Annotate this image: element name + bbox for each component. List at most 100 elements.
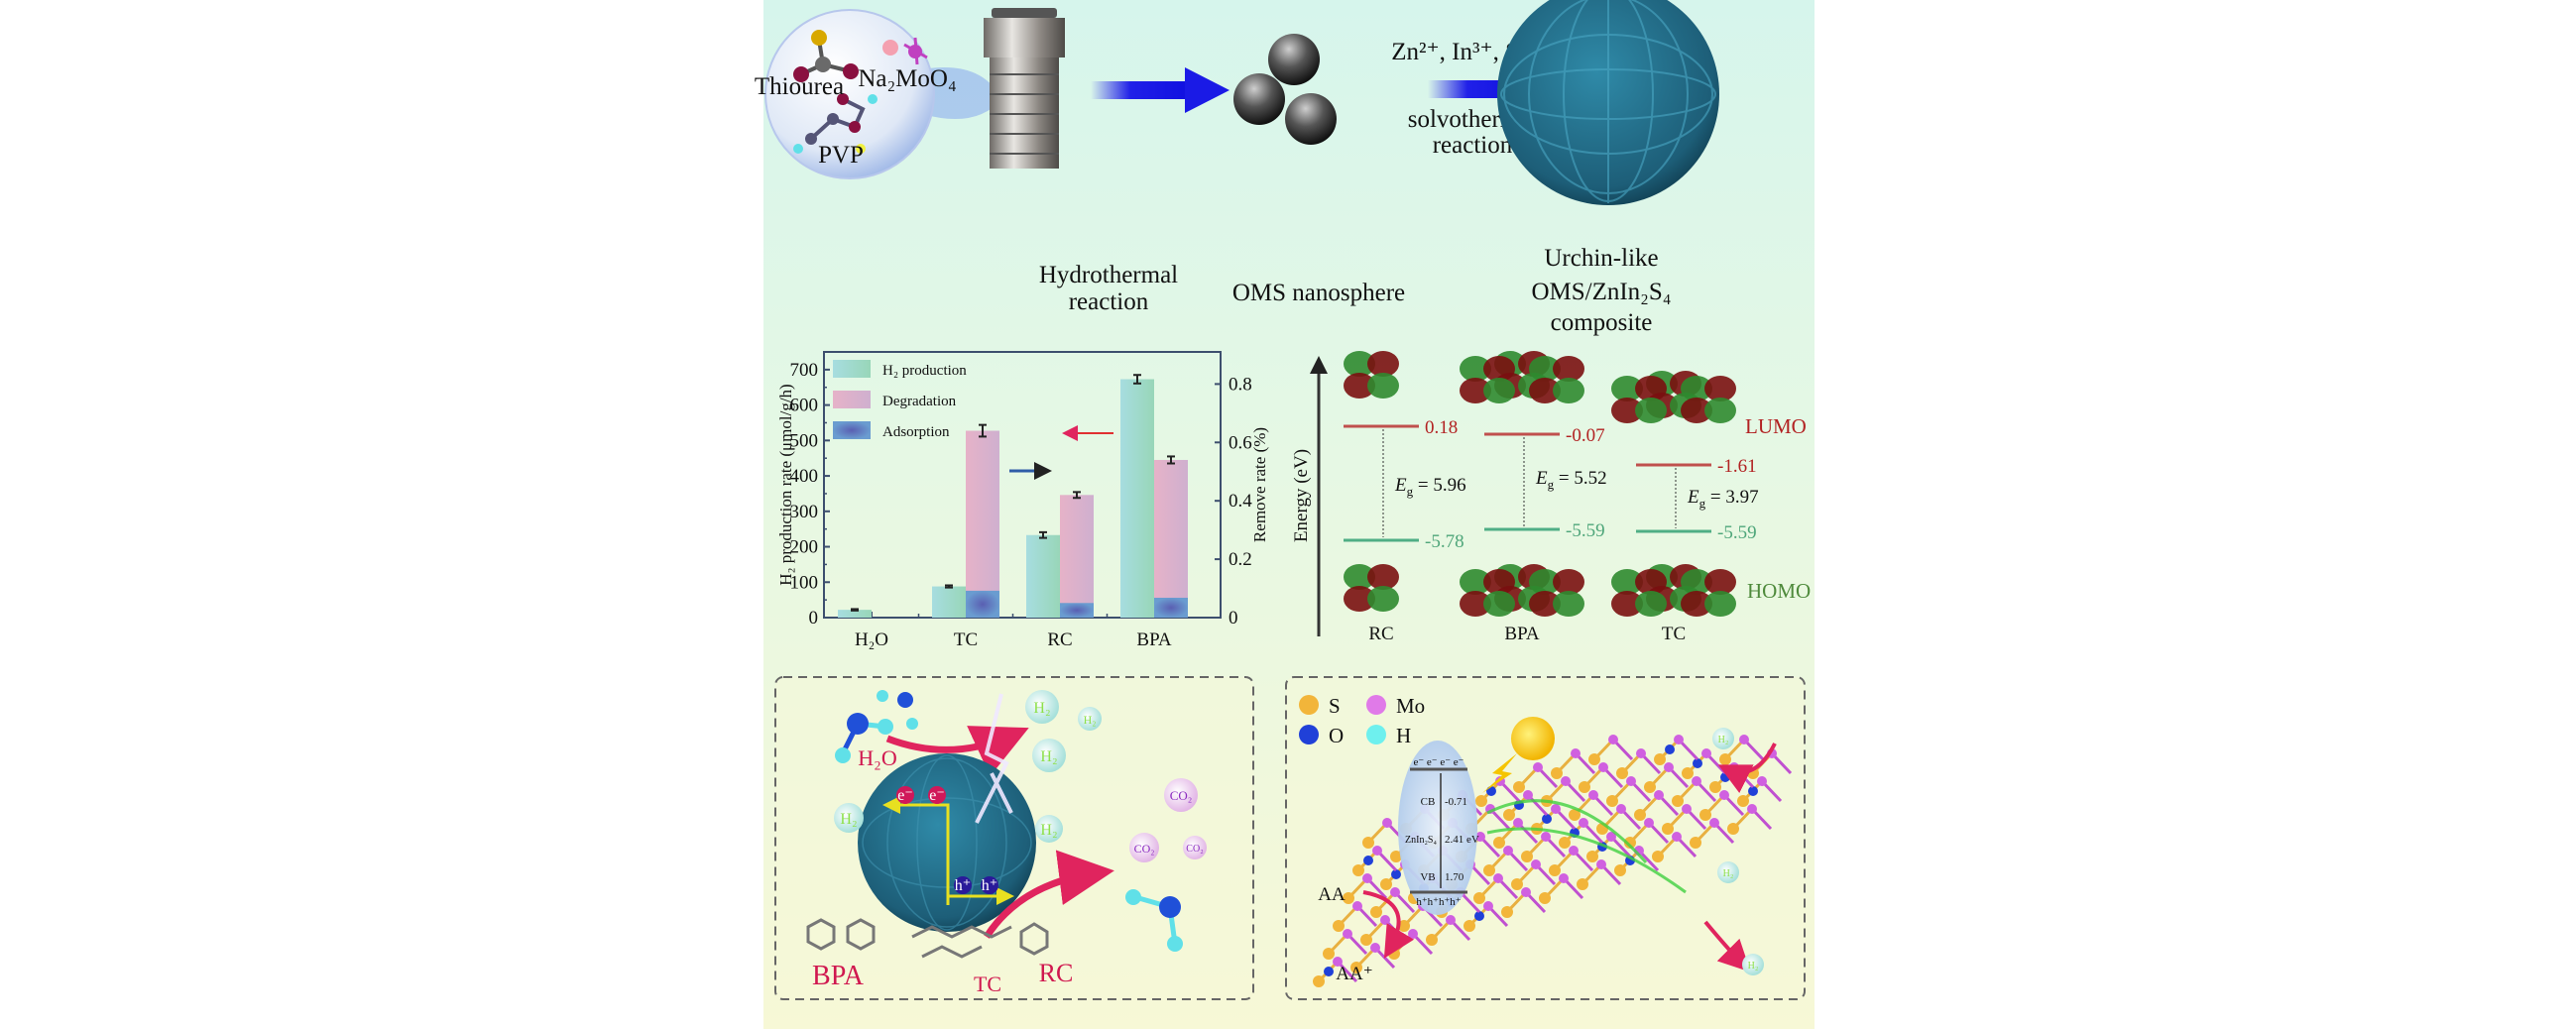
step1-label-line2: reaction xyxy=(1069,288,1149,315)
mo-atom xyxy=(1503,846,1513,856)
s-atom xyxy=(1370,906,1382,918)
homo-label: HOMO xyxy=(1747,579,1811,603)
bar-adsorption xyxy=(1060,603,1094,618)
orbital-lobe xyxy=(1344,586,1375,612)
mo-atom xyxy=(1709,818,1719,828)
y-tick-label: 100 xyxy=(790,572,819,593)
water-molecule-icon xyxy=(835,690,918,763)
orbital-lobe xyxy=(1553,356,1584,382)
y-tick-label: 600 xyxy=(790,396,819,416)
product-label-line2: OMS/ZnIn₂S₄ xyxy=(1531,279,1671,305)
mo-atom xyxy=(1701,748,1711,758)
s-atom xyxy=(1362,837,1374,849)
orbital-lobe xyxy=(1704,398,1736,423)
orbital-lobe xyxy=(1529,378,1561,403)
o-atom xyxy=(1324,967,1334,976)
oxidized-agent-label: AA⁺ xyxy=(1336,964,1372,984)
co2-label: CO₂ xyxy=(1134,842,1155,856)
electron-label: e⁻ xyxy=(929,787,945,804)
x-tick-label: H₂O xyxy=(855,629,888,650)
orbital-lobe xyxy=(1553,378,1584,403)
s-atom xyxy=(1551,767,1563,779)
legend-label: Degradation xyxy=(882,394,957,409)
s-atom xyxy=(1672,795,1684,807)
mo-atom xyxy=(1333,957,1343,967)
mo-atom xyxy=(1390,887,1400,897)
product-label-line3: composite xyxy=(1551,309,1653,336)
y-axis-label: H₂ production rate (μmol/g/h) xyxy=(776,384,795,585)
orbital-lobe xyxy=(1611,591,1643,617)
s-atom xyxy=(1521,851,1533,862)
s-atom xyxy=(1313,975,1325,987)
bar-degradation xyxy=(1060,495,1094,618)
band-gap-label: Eg = 5.96 xyxy=(1394,475,1466,499)
orbital-lobe xyxy=(1367,373,1399,399)
orbital-lobe xyxy=(1344,351,1375,377)
product-label-line1: Urchin-like xyxy=(1544,245,1658,272)
orbital-lobe xyxy=(1704,569,1736,595)
mo-atom xyxy=(1551,804,1561,814)
orbital-lobe xyxy=(1460,356,1491,382)
mo-atom xyxy=(1380,915,1390,925)
h2-label: H₂ xyxy=(1084,713,1097,727)
s-atom xyxy=(1475,795,1487,807)
orbital-lobe xyxy=(1483,591,1515,617)
o-atom xyxy=(1693,758,1702,768)
s-atom xyxy=(1577,878,1588,890)
s-atom xyxy=(1323,948,1335,960)
hole-label: h⁺ xyxy=(982,877,997,894)
atom-legend: S Mo O H xyxy=(1299,694,1425,747)
legend-swatch xyxy=(833,391,871,408)
band-gap-label: Eg = 5.52 xyxy=(1535,468,1607,492)
cb-value: -0.71 xyxy=(1445,796,1467,808)
lumo-value: 0.18 xyxy=(1425,417,1458,438)
bar-h2-production xyxy=(1026,534,1060,618)
lumo-label: LUMO xyxy=(1745,414,1807,438)
h2-label: H₂ xyxy=(840,811,857,828)
legend-swatch xyxy=(833,360,871,378)
sun-icon xyxy=(1511,717,1555,760)
pollutant-label-bpa: BPA xyxy=(812,961,865,991)
orbital-lobe xyxy=(1529,356,1561,382)
s-atom xyxy=(1634,809,1646,821)
orbital-lobe xyxy=(1483,569,1515,595)
o-atom xyxy=(1665,744,1675,754)
mo-atom xyxy=(1531,859,1541,869)
mechanism-right-panel: S Mo O H e⁻ e⁻ e⁻ e⁻ CB -0.71 ZnIn₂S₄ 2.… xyxy=(1285,676,1806,1000)
y-tick-label: 200 xyxy=(790,537,819,558)
orbital-lobe xyxy=(1635,398,1667,423)
y2-tick-label: 0.2 xyxy=(1229,549,1252,570)
energy-axis-label: Energy (eV) xyxy=(1291,449,1312,542)
mo-atom xyxy=(1588,790,1598,800)
y2-tick-label: 0.6 xyxy=(1229,432,1252,453)
charge-transfer-arrow xyxy=(882,796,950,905)
legend-label: Adsorption xyxy=(882,424,950,440)
legend-swatch xyxy=(833,421,871,439)
orbital-lobe xyxy=(1681,376,1712,401)
mo-atom xyxy=(1644,818,1654,828)
mo-atom xyxy=(1541,832,1551,842)
mo-atom xyxy=(1654,790,1664,800)
mo-atom xyxy=(1483,901,1493,911)
s-atom xyxy=(1616,767,1628,779)
pollutant-label-rc: RC xyxy=(1039,959,1074,987)
o-atom xyxy=(1542,814,1552,824)
s-atom xyxy=(1606,795,1618,807)
legend-o: O xyxy=(1329,724,1344,747)
y2-axis-label: Remove rate (%) xyxy=(1250,427,1269,542)
h2-label: H₂ xyxy=(1040,748,1057,765)
mo-atom xyxy=(1608,735,1618,744)
mo-atom xyxy=(1636,748,1646,758)
s-atom xyxy=(1727,823,1739,835)
cb-label: CB xyxy=(1421,796,1436,808)
orbital-lobe xyxy=(1460,569,1491,595)
mo-atom xyxy=(1523,790,1533,800)
orbital-lobe xyxy=(1367,351,1399,377)
lumo-value: -1.61 xyxy=(1717,456,1757,477)
vb-value: 1.70 xyxy=(1445,871,1464,883)
s-atom xyxy=(1737,795,1749,807)
pollutant-label-tc: TC xyxy=(974,972,1001,996)
s-atom xyxy=(1588,753,1600,765)
orbital-lobe xyxy=(1635,569,1667,595)
